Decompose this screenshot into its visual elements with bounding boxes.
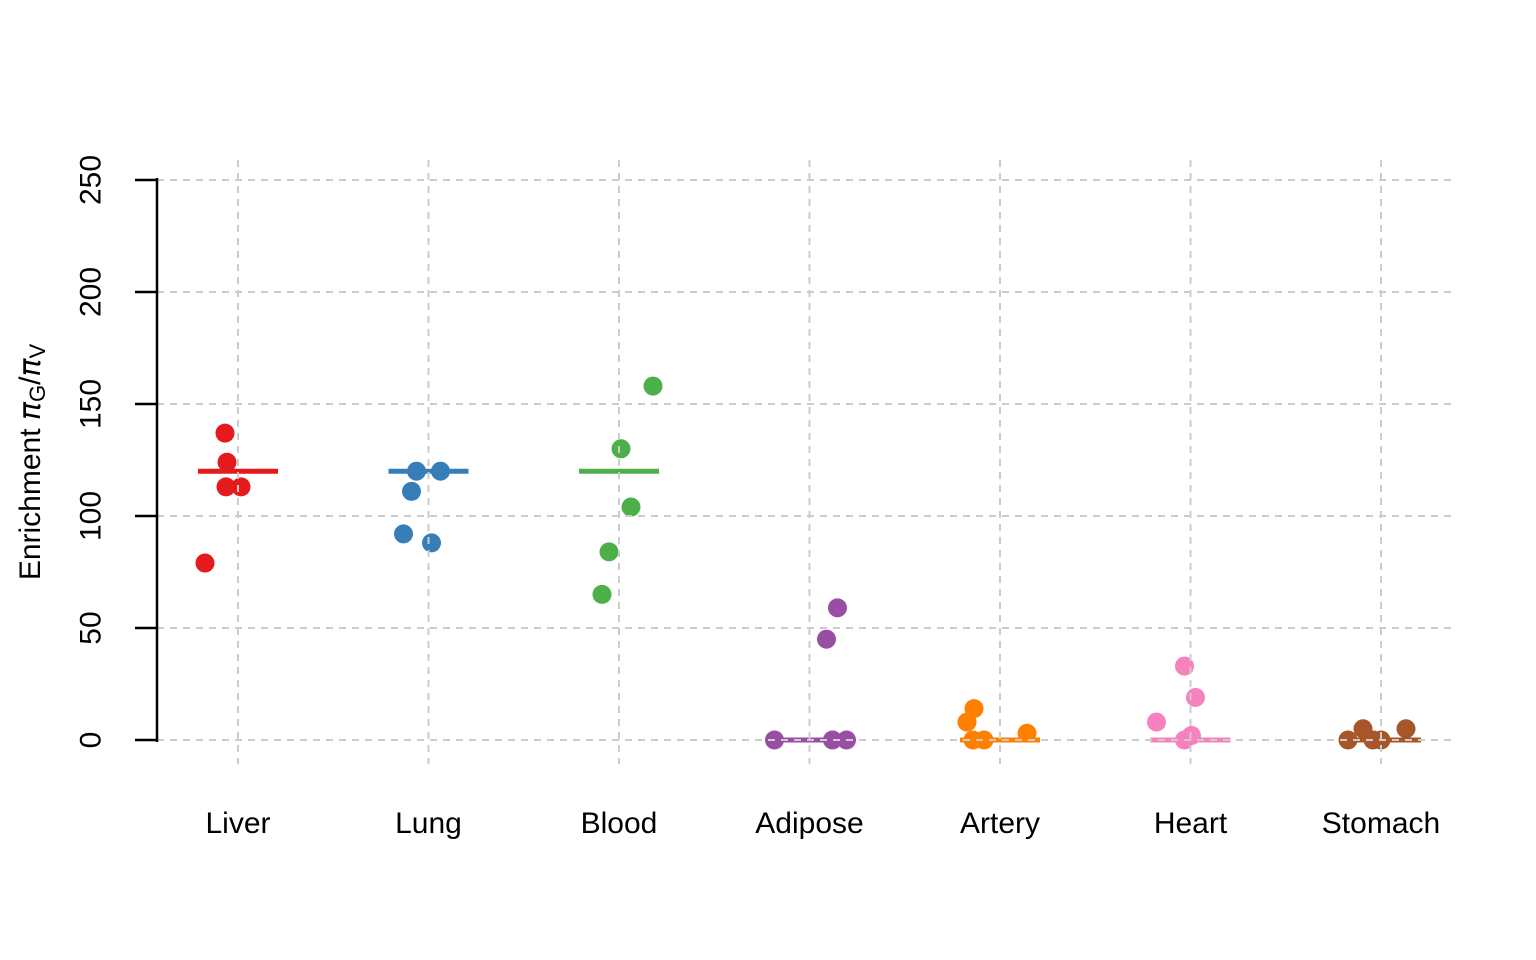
- x-category-label-artery: Artery: [960, 807, 1040, 840]
- y-axis-title-part: G: [25, 385, 50, 402]
- y-tick-label: 100: [75, 491, 108, 541]
- data-point-liver: [215, 423, 235, 443]
- data-point-blood: [599, 542, 619, 562]
- data-point-heart: [1175, 656, 1194, 676]
- data-point-blood: [611, 439, 631, 459]
- data-point-adipose: [823, 730, 842, 750]
- data-point-stomach: [1396, 719, 1416, 739]
- data-point-liver: [216, 477, 236, 497]
- y-axis-title-part: π: [13, 358, 48, 377]
- data-point-heart: [1147, 712, 1166, 732]
- x-category-label-heart: Heart: [1154, 807, 1228, 840]
- data-point-artery: [1017, 723, 1037, 743]
- data-point-liver: [231, 477, 251, 497]
- y-tick-label: 150: [75, 379, 108, 429]
- y-axis-title-part: π: [13, 401, 48, 420]
- data-point-blood: [621, 497, 641, 517]
- y-tick-label: 50: [75, 611, 108, 644]
- y-axis-title-part: /: [14, 376, 47, 385]
- x-category-label-liver: Liver: [205, 807, 270, 840]
- data-point-artery: [957, 712, 977, 732]
- data-point-artery: [974, 730, 994, 750]
- data-point-stomach: [1338, 730, 1358, 750]
- y-axis-title: Enrichment πG/πV: [13, 344, 50, 581]
- data-point-lung: [394, 524, 413, 544]
- data-point-adipose: [828, 598, 847, 618]
- y-tick-label: 250: [75, 155, 108, 205]
- data-point-lung: [407, 461, 426, 481]
- data-point-lung: [431, 461, 450, 481]
- x-category-label-adipose: Adipose: [755, 807, 863, 840]
- data-point-blood: [592, 584, 612, 604]
- data-point-liver: [217, 452, 237, 472]
- y-axis-title-part: V: [25, 344, 50, 359]
- x-category-label-stomach: Stomach: [1322, 807, 1440, 840]
- data-point-liver: [195, 553, 215, 573]
- y-tick-label: 0: [75, 732, 108, 749]
- y-axis-title-part: Enrichment: [14, 420, 47, 580]
- data-point-heart: [1186, 687, 1205, 707]
- data-point-adipose: [817, 629, 836, 649]
- x-category-label-blood: Blood: [581, 807, 658, 840]
- data-point-lung: [422, 533, 441, 553]
- x-category-label-lung: Lung: [395, 807, 462, 840]
- data-point-blood: [643, 376, 663, 396]
- y-tick-label: 200: [75, 267, 108, 317]
- data-point-lung: [402, 481, 421, 501]
